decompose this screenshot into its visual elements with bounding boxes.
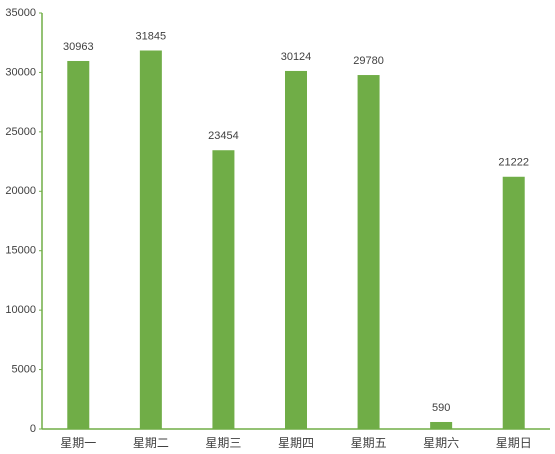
data-label: 29780 (353, 55, 384, 67)
data-label: 23454 (208, 130, 239, 142)
y-tick-label: 35000 (5, 7, 36, 19)
bar (139, 50, 162, 430)
bar (67, 60, 90, 429)
x-tick-label: 星期二 (133, 436, 169, 450)
y-tick-label: 5000 (12, 363, 36, 375)
data-label: 30124 (281, 51, 312, 63)
bar (502, 176, 525, 429)
x-tick-label: 星期一 (60, 436, 96, 450)
data-label: 21222 (498, 157, 529, 169)
x-tick-label: 星期五 (351, 436, 387, 450)
data-label: 30963 (63, 41, 94, 53)
bar (212, 150, 235, 429)
y-tick-label: 10000 (5, 304, 36, 316)
bar (357, 75, 380, 429)
x-tick-label: 星期三 (205, 436, 241, 450)
bar (285, 70, 307, 429)
data-label: 31845 (136, 30, 167, 42)
x-tick-label: 星期六 (423, 436, 459, 450)
y-tick-label: 20000 (5, 185, 36, 197)
data-label: 590 (432, 402, 450, 414)
y-tick-label: 30000 (5, 66, 36, 78)
y-tick-label: 15000 (5, 245, 36, 257)
y-tick-label: 25000 (5, 126, 36, 138)
bar (430, 421, 453, 429)
y-tick-label: 0 (30, 423, 36, 435)
x-tick-label: 星期日 (496, 436, 532, 450)
x-tick-label: 星期四 (278, 436, 314, 450)
